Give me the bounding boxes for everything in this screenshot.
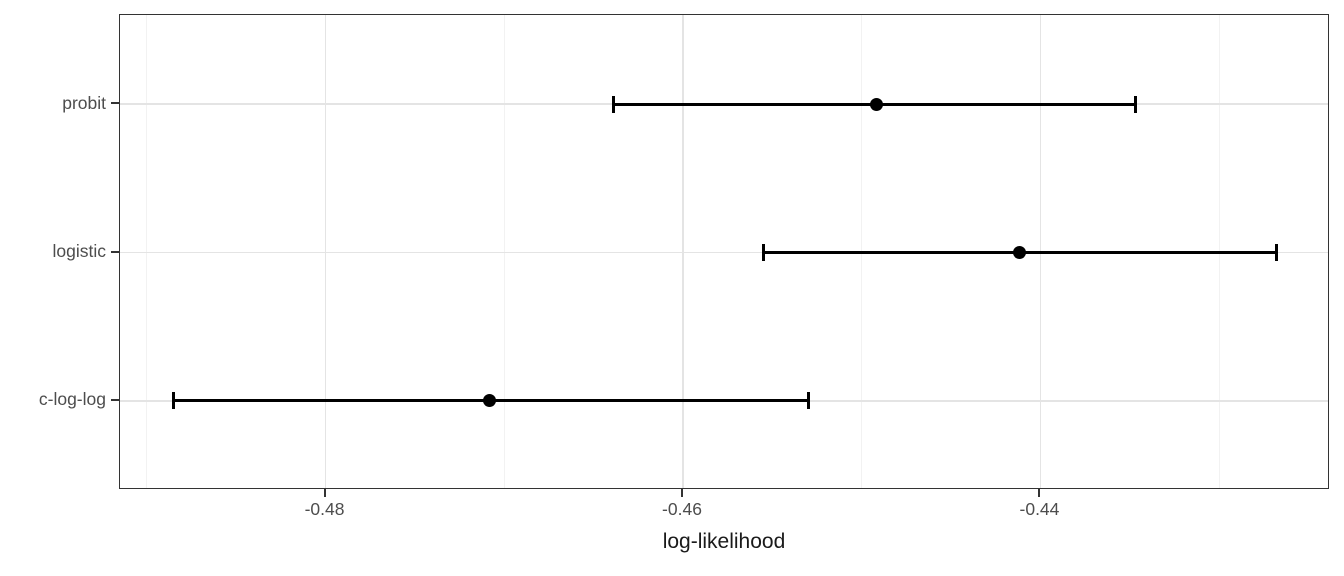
- errorbar-cap-right-logistic: [1274, 244, 1278, 261]
- errorbar-cap-left-c-log-log: [172, 392, 176, 410]
- x-tick-mark: [323, 489, 326, 497]
- plot-panel: [119, 14, 1329, 489]
- errorbar-cap-right-c-log-log: [806, 392, 810, 410]
- point-probit: [869, 97, 883, 111]
- y-tick-mark-probit: [111, 102, 119, 105]
- errorbar-cap-right-probit: [1133, 95, 1137, 113]
- y-tick-mark-logistic: [111, 250, 119, 253]
- minor-gridline-vertical: [503, 15, 505, 488]
- y-tick-label-probit: probit: [62, 92, 106, 113]
- y-tick-label-c-log-log: c-log-log: [38, 389, 106, 410]
- x-tick-mark: [680, 489, 683, 497]
- x-axis-title: log-likelihood: [662, 530, 786, 553]
- major-gridline-horizontal: [120, 251, 1328, 254]
- minor-gridline-vertical: [146, 15, 148, 488]
- x-tick-label: -0.44: [1019, 499, 1060, 519]
- y-tick-mark-c-log-log: [111, 398, 119, 401]
- point-logistic: [1012, 246, 1026, 259]
- errorbar-cap-left-probit: [611, 95, 615, 113]
- x-tick-label: -0.48: [304, 499, 345, 519]
- y-tick-label-logistic: logistic: [52, 241, 107, 261]
- major-gridline-vertical: [324, 15, 327, 488]
- x-tick-label: -0.46: [662, 499, 702, 519]
- point-c-log-log: [483, 394, 497, 408]
- x-tick-mark: [1038, 489, 1041, 497]
- errorbar-cap-left-logistic: [761, 244, 765, 261]
- major-gridline-vertical: [682, 15, 684, 488]
